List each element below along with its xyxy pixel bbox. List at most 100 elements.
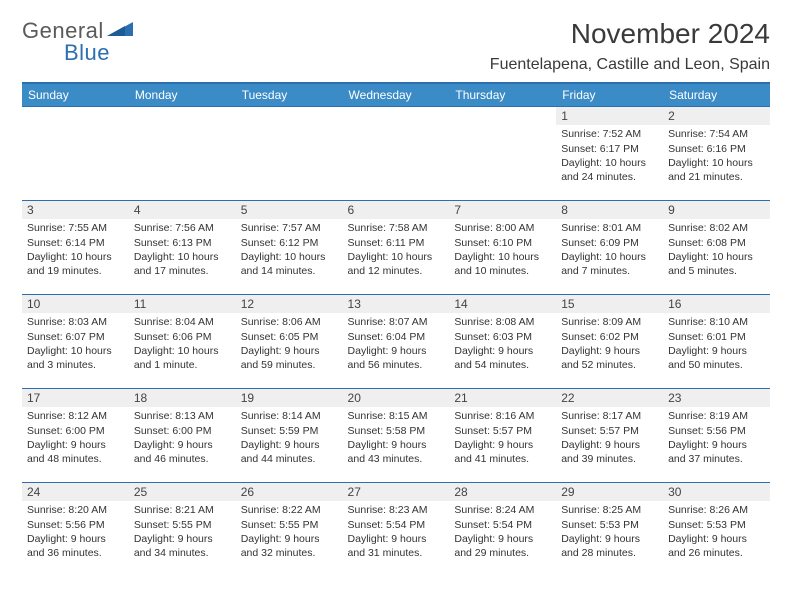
calendar-cell: 30Sunrise: 8:26 AMSunset: 5:53 PMDayligh… [663,483,770,577]
calendar-body: 1Sunrise: 7:52 AMSunset: 6:17 PMDaylight… [22,107,770,577]
logo-triangle-icon [107,16,133,42]
sunrise-text: Sunrise: 8:13 AM [134,409,231,423]
day-data: Sunrise: 8:01 AMSunset: 6:09 PMDaylight:… [556,219,663,282]
calendar-cell: 24Sunrise: 8:20 AMSunset: 5:56 PMDayligh… [22,483,129,577]
calendar-cell: 1Sunrise: 7:52 AMSunset: 6:17 PMDaylight… [556,107,663,201]
calendar-cell: 5Sunrise: 7:57 AMSunset: 6:12 PMDaylight… [236,201,343,295]
calendar-cell [236,107,343,201]
sunset-text: Sunset: 6:02 PM [561,330,658,344]
daylight-line2: and 24 minutes. [561,170,658,184]
daylight-line2: and 28 minutes. [561,546,658,560]
calendar-cell: 28Sunrise: 8:24 AMSunset: 5:54 PMDayligh… [449,483,556,577]
sunrise-text: Sunrise: 8:22 AM [241,503,338,517]
day-number: 27 [343,483,450,501]
day-number: 28 [449,483,556,501]
daylight-line2: and 10 minutes. [454,264,551,278]
calendar-cell: 16Sunrise: 8:10 AMSunset: 6:01 PMDayligh… [663,295,770,389]
daylight-line1: Daylight: 9 hours [454,532,551,546]
day-data: Sunrise: 8:19 AMSunset: 5:56 PMDaylight:… [663,407,770,470]
daylight-line1: Daylight: 10 hours [348,250,445,264]
calendar-table: Sunday Monday Tuesday Wednesday Thursday… [22,82,770,577]
calendar-cell: 7Sunrise: 8:00 AMSunset: 6:10 PMDaylight… [449,201,556,295]
day-data: Sunrise: 8:20 AMSunset: 5:56 PMDaylight:… [22,501,129,564]
calendar-cell: 26Sunrise: 8:22 AMSunset: 5:55 PMDayligh… [236,483,343,577]
sunset-text: Sunset: 5:53 PM [668,518,765,532]
day-number: 15 [556,295,663,313]
day-data: Sunrise: 7:54 AMSunset: 6:16 PMDaylight:… [663,125,770,188]
day-data: Sunrise: 8:12 AMSunset: 6:00 PMDaylight:… [22,407,129,470]
day-data: Sunrise: 8:13 AMSunset: 6:00 PMDaylight:… [129,407,236,470]
sunset-text: Sunset: 6:00 PM [134,424,231,438]
daylight-line1: Daylight: 9 hours [561,438,658,452]
calendar-cell [129,107,236,201]
sunset-text: Sunset: 5:57 PM [454,424,551,438]
day-number: 6 [343,201,450,219]
daylight-line1: Daylight: 9 hours [561,344,658,358]
day-data: Sunrise: 8:06 AMSunset: 6:05 PMDaylight:… [236,313,343,376]
calendar-cell: 4Sunrise: 7:56 AMSunset: 6:13 PMDaylight… [129,201,236,295]
daylight-line2: and 41 minutes. [454,452,551,466]
day-number: 2 [663,107,770,125]
day-data: Sunrise: 8:22 AMSunset: 5:55 PMDaylight:… [236,501,343,564]
day-number: 19 [236,389,343,407]
day-number: 29 [556,483,663,501]
calendar-cell: 13Sunrise: 8:07 AMSunset: 6:04 PMDayligh… [343,295,450,389]
daylight-line1: Daylight: 10 hours [561,156,658,170]
calendar-week-row: 10Sunrise: 8:03 AMSunset: 6:07 PMDayligh… [22,295,770,389]
day-number: 1 [556,107,663,125]
sunrise-text: Sunrise: 8:25 AM [561,503,658,517]
daylight-line1: Daylight: 10 hours [668,250,765,264]
day-number: 26 [236,483,343,501]
daylight-line2: and 43 minutes. [348,452,445,466]
daylight-line1: Daylight: 9 hours [241,532,338,546]
day-data: Sunrise: 8:26 AMSunset: 5:53 PMDaylight:… [663,501,770,564]
day-data: Sunrise: 8:07 AMSunset: 6:04 PMDaylight:… [343,313,450,376]
sunrise-text: Sunrise: 7:58 AM [348,221,445,235]
calendar-cell [449,107,556,201]
day-data: Sunrise: 8:00 AMSunset: 6:10 PMDaylight:… [449,219,556,282]
sunrise-text: Sunrise: 7:57 AM [241,221,338,235]
daylight-line2: and 46 minutes. [134,452,231,466]
daylight-line1: Daylight: 10 hours [241,250,338,264]
sunrise-text: Sunrise: 8:15 AM [348,409,445,423]
daylight-line2: and 48 minutes. [27,452,124,466]
day-number: 5 [236,201,343,219]
header: General Blue November 2024 Fuentelapena,… [22,18,770,74]
calendar-cell: 10Sunrise: 8:03 AMSunset: 6:07 PMDayligh… [22,295,129,389]
location-text: Fuentelapena, Castille and Leon, Spain [490,56,770,74]
sunrise-text: Sunrise: 8:01 AM [561,221,658,235]
logo-word2: Blue [64,40,133,66]
day-number: 11 [129,295,236,313]
daylight-line1: Daylight: 9 hours [134,438,231,452]
calendar-cell: 15Sunrise: 8:09 AMSunset: 6:02 PMDayligh… [556,295,663,389]
daylight-line2: and 36 minutes. [27,546,124,560]
daylight-line2: and 54 minutes. [454,358,551,372]
sunset-text: Sunset: 5:55 PM [241,518,338,532]
sunrise-text: Sunrise: 8:19 AM [668,409,765,423]
weekday-header: Sunday [22,83,129,107]
day-number: 12 [236,295,343,313]
sunset-text: Sunset: 6:14 PM [27,236,124,250]
daylight-line2: and 12 minutes. [348,264,445,278]
day-data: Sunrise: 7:57 AMSunset: 6:12 PMDaylight:… [236,219,343,282]
sunset-text: Sunset: 5:56 PM [27,518,124,532]
daylight-line2: and 17 minutes. [134,264,231,278]
day-data: Sunrise: 8:15 AMSunset: 5:58 PMDaylight:… [343,407,450,470]
day-data: Sunrise: 8:23 AMSunset: 5:54 PMDaylight:… [343,501,450,564]
calendar-cell: 6Sunrise: 7:58 AMSunset: 6:11 PMDaylight… [343,201,450,295]
calendar-header-row: Sunday Monday Tuesday Wednesday Thursday… [22,83,770,107]
day-number: 18 [129,389,236,407]
daylight-line1: Daylight: 9 hours [561,532,658,546]
day-number: 14 [449,295,556,313]
sunset-text: Sunset: 6:08 PM [668,236,765,250]
sunset-text: Sunset: 5:54 PM [454,518,551,532]
daylight-line1: Daylight: 9 hours [241,438,338,452]
daylight-line1: Daylight: 9 hours [454,344,551,358]
daylight-line2: and 44 minutes. [241,452,338,466]
daylight-line2: and 52 minutes. [561,358,658,372]
daylight-line1: Daylight: 9 hours [668,532,765,546]
daylight-line2: and 7 minutes. [561,264,658,278]
daylight-line1: Daylight: 10 hours [668,156,765,170]
daylight-line1: Daylight: 9 hours [668,344,765,358]
sunrise-text: Sunrise: 8:04 AM [134,315,231,329]
